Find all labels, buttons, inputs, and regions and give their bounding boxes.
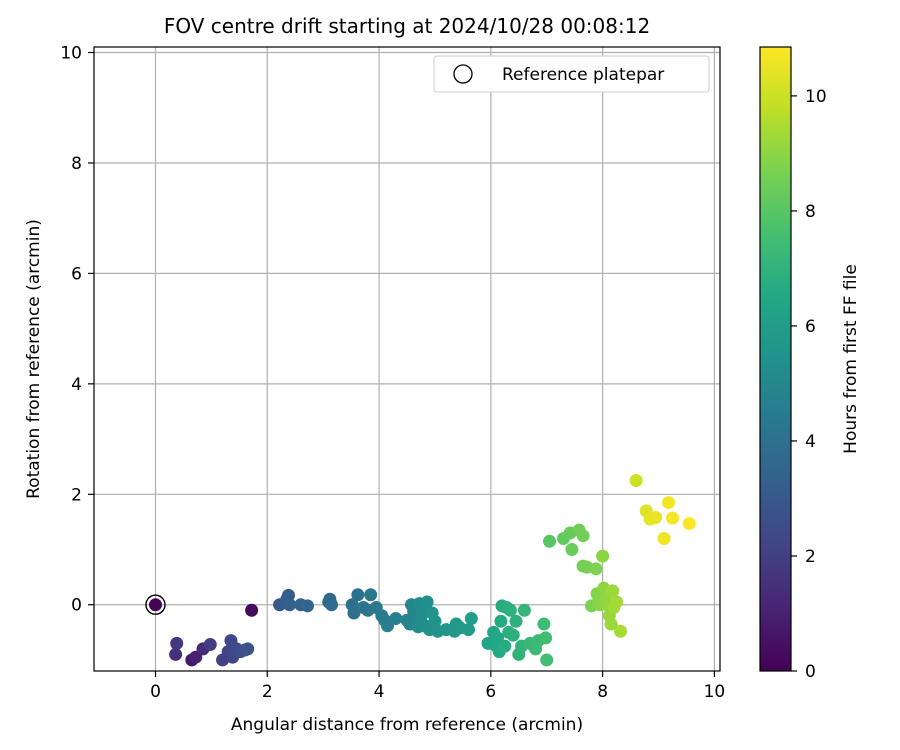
y-tick-label: 10	[60, 44, 82, 64]
data-point	[596, 549, 610, 563]
data-point	[325, 598, 339, 612]
data-point	[498, 639, 512, 653]
x-tick-label: 2	[262, 682, 273, 702]
data-point	[461, 623, 475, 637]
data-point	[503, 603, 517, 617]
data-point	[614, 624, 628, 638]
data-point	[301, 599, 315, 613]
data-point	[662, 496, 676, 510]
data-point	[506, 628, 520, 642]
colorbar-tick-label: 2	[805, 547, 816, 567]
colorbar-tick-label: 6	[805, 317, 816, 337]
data-point	[665, 511, 679, 525]
x-tick-label: 4	[374, 682, 385, 702]
x-tick-label: 10	[704, 682, 726, 702]
data-point	[540, 653, 554, 667]
data-point	[494, 614, 508, 628]
data-point	[517, 603, 531, 617]
y-tick-label: 0	[71, 596, 82, 616]
colorbar-label: Hours from first FF file	[841, 264, 861, 454]
legend: Reference platepar	[433, 55, 710, 93]
data-point	[657, 531, 671, 545]
reference-marker	[145, 594, 166, 615]
data-point	[364, 588, 378, 602]
data-point	[565, 543, 579, 557]
data-point	[283, 598, 297, 612]
data-point	[682, 517, 696, 531]
x-tick-label: 6	[485, 682, 496, 702]
data-point	[576, 529, 590, 543]
data-point	[203, 637, 217, 651]
data-point	[389, 612, 403, 626]
data-point	[509, 614, 523, 628]
colorbar-ticks: 0 2 4 6 8 10	[791, 87, 827, 682]
data-point	[537, 617, 551, 631]
y-tick-label: 6	[71, 264, 82, 284]
legend-reference-marker-icon	[453, 64, 473, 84]
colorbar-tick-label: 8	[805, 202, 816, 222]
data-point	[420, 595, 434, 609]
x-tick-label: 0	[150, 682, 161, 702]
colorbar-tick-label: 4	[805, 432, 816, 452]
y-tick-label: 4	[71, 375, 82, 395]
colorbar-tick-label: 10	[805, 87, 827, 107]
data-point	[170, 636, 184, 650]
colorbar-tick-label: 0	[805, 662, 816, 682]
data-point	[649, 510, 663, 524]
colorbar: 0 2 4 6 8 10 Hours from first FF file	[759, 46, 861, 682]
reference-platepar-marker	[145, 594, 166, 615]
legend-label: Reference platepar	[502, 65, 664, 85]
grid-lines	[94, 47, 720, 671]
data-point	[169, 647, 183, 661]
chart-title: FOV centre drift starting at 2024/10/28 …	[164, 14, 650, 38]
data-point	[148, 598, 162, 612]
data-point	[245, 603, 259, 617]
y-axis-label: Rotation from reference (arcmin)	[24, 219, 44, 499]
data-point	[464, 612, 478, 626]
scatter-points	[148, 473, 696, 667]
y-tick-label: 2	[71, 485, 82, 505]
colorbar-gradient	[759, 46, 792, 672]
x-tick-label: 8	[597, 682, 608, 702]
data-point	[610, 595, 624, 609]
data-point	[589, 562, 603, 576]
y-tick-label: 8	[71, 154, 82, 174]
plot-area-frame	[93, 46, 721, 672]
data-point	[629, 473, 643, 487]
data-point	[543, 534, 557, 548]
x-axis-label: Angular distance from reference (arcmin)	[231, 715, 583, 735]
data-point	[606, 584, 620, 598]
legend-box	[433, 55, 710, 93]
x-axis-ticks: 0 2 4 6 8 10	[150, 671, 725, 702]
data-point	[539, 631, 553, 645]
data-point	[604, 617, 618, 631]
y-axis-ticks: 0 2 4 6 8 10	[60, 44, 94, 616]
data-point	[241, 642, 255, 656]
data-point	[351, 588, 365, 602]
data-point	[428, 614, 442, 628]
data-point	[347, 606, 361, 620]
